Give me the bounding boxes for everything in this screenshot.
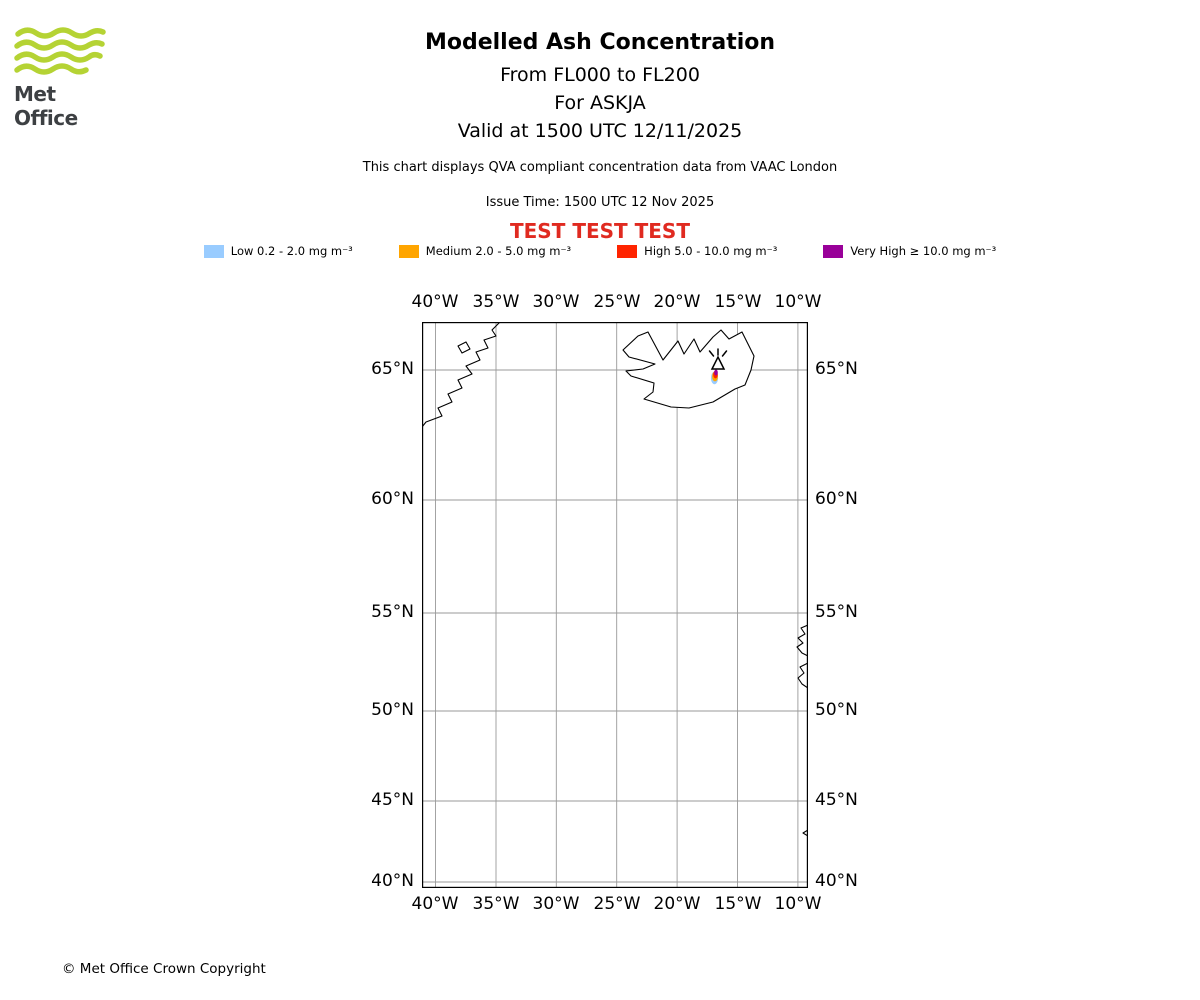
legend-swatch-very-high [823,244,844,258]
coastlines [422,322,808,837]
legend-item-very-high: Very High ≥ 10.0 mg m⁻³ [823,244,996,258]
legend: Low 0.2 - 2.0 mg m⁻³ Medium 2.0 - 5.0 mg… [0,244,1200,258]
ash-plume-very-high [714,369,718,376]
lat-tick-right-45n: 45°N [815,790,858,810]
legend-label-very-high: Very High ≥ 10.0 mg m⁻³ [850,244,997,258]
chart-title: Modelled Ash Concentration [424,30,776,55]
legend-item-medium: Medium 2.0 - 5.0 mg m⁻³ [398,244,572,258]
map-border [422,322,808,888]
map-canvas [422,322,808,888]
legend-label-high: High 5.0 - 10.0 mg m⁻³ [644,244,778,258]
qva-description: This chart displays QVA compliant concen… [362,160,838,175]
valid-time-subtitle: Valid at 1500 UTC 12/11/2025 [457,120,743,142]
lon-tick-top-30w: 30°W [532,292,580,312]
greenland-coastline [422,322,501,428]
lat-tick-right-40n: 40°N [815,871,858,891]
erupting-volcano-icon [708,348,728,370]
met-office-logo-text: Met Office [14,82,78,130]
iceland-coastline [622,329,755,409]
iberia-coastline-fragment [802,829,808,837]
lon-tick-top-20w: 20°W [653,292,701,312]
legend-swatch-medium [398,244,419,258]
lon-tick-top-10w: 10°W [774,292,822,312]
lon-tick-top-25w: 25°W [593,292,641,312]
lon-tick-bottom-35w: 35°W [472,894,520,914]
lat-tick-right-50n: 50°N [815,700,858,720]
lon-tick-bottom-10w: 10°W [774,894,822,914]
lat-tick-left-50n: 50°N [371,700,414,720]
legend-label-low: Low 0.2 - 2.0 mg m⁻³ [230,244,353,258]
ash-plume [710,369,719,385]
lon-tick-top-40w: 40°W [411,292,459,312]
lon-tick-bottom-20w: 20°W [653,894,701,914]
copyright-notice: © Met Office Crown Copyright [62,961,266,977]
lat-tick-right-55n: 55°N [815,602,858,622]
lat-tick-left-55n: 55°N [371,602,414,622]
lon-tick-top-35w: 35°W [472,292,520,312]
legend-swatch-high [617,244,638,258]
issue-time: Issue Time: 1500 UTC 12 Nov 2025 [485,195,715,210]
lat-tick-left-60n: 60°N [371,489,414,509]
met-office-logo: Met Office [14,26,124,130]
flight-level-subtitle: From FL000 to FL200 [500,64,700,86]
lat-tick-left-65n: 65°N [371,359,414,379]
met-office-logo-icon [14,27,106,75]
lat-tick-left-45n: 45°N [371,790,414,810]
lon-tick-bottom-40w: 40°W [411,894,459,914]
map-graticule [422,322,808,888]
lon-tick-bottom-25w: 25°W [593,894,641,914]
legend-item-high: High 5.0 - 10.0 mg m⁻³ [617,244,777,258]
scotland-coastline-fragment-north [796,624,808,657]
lon-tick-top-15w: 15°W [714,292,762,312]
lon-tick-bottom-30w: 30°W [532,894,580,914]
volcano-subtitle: For ASKJA [554,92,646,114]
greenland-island [457,341,471,354]
legend-swatch-low [203,244,224,258]
legend-label-medium: Medium 2.0 - 5.0 mg m⁻³ [425,244,572,258]
lat-tick-left-40n: 40°N [371,871,414,891]
lon-tick-bottom-15w: 15°W [714,894,762,914]
legend-item-low: Low 0.2 - 2.0 mg m⁻³ [203,244,353,258]
header: Modelled Ash Concentration From FL000 to… [0,30,1200,243]
lat-tick-right-65n: 65°N [815,359,858,379]
scotland-coastline-fragment-south [797,662,808,689]
lat-tick-right-60n: 60°N [815,489,858,509]
test-banner: TEST TEST TEST [510,219,690,243]
